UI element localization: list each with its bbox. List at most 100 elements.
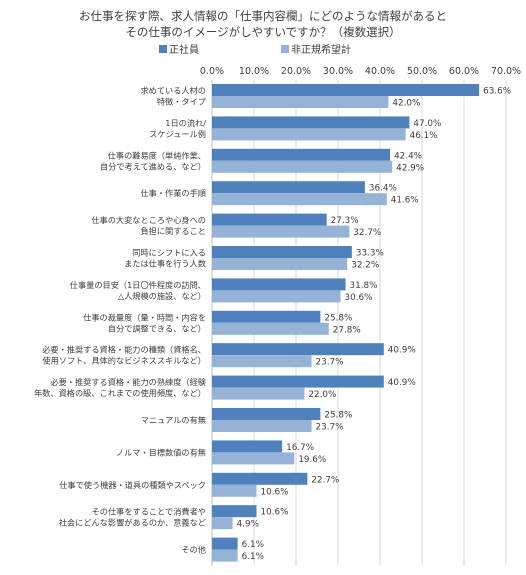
category-label: 社会にどんな影響があるのか、意義など <box>59 518 206 528</box>
bar-series-1 <box>212 181 365 194</box>
bar-series-2 <box>212 225 350 238</box>
value-label: 27.3% <box>331 216 359 226</box>
x-tick-label: 30.0% <box>323 66 353 77</box>
x-tick-label: 20.0% <box>281 66 311 77</box>
value-label: 47.0% <box>413 119 441 129</box>
x-tick-label: 60.0% <box>449 66 479 77</box>
category-label: 使用ソフト、具体的なビジネススキルなど） <box>42 356 206 366</box>
bar-series-2 <box>212 517 233 530</box>
category-label: 自分で考えて進める、など） <box>100 161 206 171</box>
x-tick-label: 70.0% <box>491 66 521 77</box>
category-label: その仕事をすることで消費者や <box>92 507 206 517</box>
legend-swatch-series-1 <box>159 45 167 53</box>
category-label: 必要・推奨する資格・能力の種類（資格名、 <box>42 345 206 355</box>
value-label: 22.0% <box>308 390 336 400</box>
value-label: 6.1% <box>242 540 264 550</box>
legend-swatch-series-2 <box>281 45 289 53</box>
value-label: 30.6% <box>345 293 373 303</box>
bar-series-1 <box>212 148 391 161</box>
category-label: スケジュール例 <box>149 129 206 139</box>
category-label: その他 <box>181 545 206 555</box>
category-label: 同時にシフトに入る <box>132 248 206 258</box>
bar-series-1 <box>212 84 480 96</box>
bar-series-1 <box>212 375 384 388</box>
value-label: 6.1% <box>242 552 264 562</box>
bar-series-1 <box>212 537 238 550</box>
value-label: 23.7% <box>316 358 344 368</box>
category-label: マニュアルの有無 <box>141 415 206 425</box>
value-labels: 63.6% 42.0% 47.0% 46.1% 42.4% 42.9% 36.4% 41.6%… <box>237 87 511 563</box>
bar-series-1 <box>212 408 321 420</box>
category-label: 求めている人材の <box>140 86 206 96</box>
bar-series-2 <box>212 290 341 303</box>
chart-title-line-1: お仕事を探す際、求人情報の「仕事内容欄」にどのような情報があると <box>79 9 447 23</box>
value-label: 23.7% <box>316 423 344 433</box>
x-tick-label: 0.0% <box>200 66 224 77</box>
category-label: 必要・推奨する資格・能力の熟練度（経験 <box>50 377 206 387</box>
value-label: 63.6% <box>483 87 511 97</box>
bar-series-1 <box>212 116 410 129</box>
bar-series-1 <box>212 310 321 323</box>
bar-series-2 <box>212 387 305 400</box>
category-label: 1日の流れ/ <box>165 118 206 128</box>
legend-label-series-1: 正社員 <box>169 43 199 56</box>
x-tick-label: 40.0% <box>365 66 395 77</box>
x-tick-label: 10.0% <box>239 66 269 77</box>
bar-series-2 <box>212 420 312 432</box>
value-label: 31.8% <box>350 281 378 291</box>
x-axis-ticks: 0.0% 10.0% 20.0% 30.0% 40.0% 50.0% 60.0% 70.0% <box>200 66 521 77</box>
value-label: 33.3% <box>356 249 384 259</box>
bar-series-1 <box>212 440 283 453</box>
bar-series-1 <box>212 246 352 258</box>
value-label: 19.6% <box>298 455 326 465</box>
category-label: または仕事を行う人数 <box>124 259 206 269</box>
value-label: 32.7% <box>353 228 381 238</box>
category-label: 仕事の裁量度（量・時間・内容を <box>83 312 206 322</box>
category-label: 仕事で使う機器・道具の種類やスペック <box>59 480 206 490</box>
bar-series-1 <box>212 472 308 485</box>
value-label: 42.0% <box>392 99 420 109</box>
value-label: 10.6% <box>261 508 289 518</box>
value-label: 25.8% <box>324 313 352 323</box>
bar-series-2 <box>212 484 257 497</box>
value-label: 36.4% <box>369 184 397 194</box>
value-label: 25.8% <box>324 411 352 421</box>
value-label: 42.4% <box>394 151 422 161</box>
value-label: 46.1% <box>410 131 438 141</box>
category-label: 仕事の大変なところや心身への <box>91 215 206 225</box>
category-label: 仕事の難易度（単純作業、 <box>108 150 206 160</box>
bar-series-2 <box>212 452 295 465</box>
category-label: ノルマ・目標数値の有無 <box>116 447 206 457</box>
value-label: 27.8% <box>333 325 361 335</box>
category-label: 負担に関すること <box>140 226 206 236</box>
chart-title-line-2: その仕事のイメージがしやすいですか？（複数選択） <box>125 25 400 39</box>
value-label: 16.7% <box>286 443 314 453</box>
bar-series-1 <box>212 213 327 226</box>
value-label: 40.9% <box>388 346 416 356</box>
value-label: 10.6% <box>261 487 289 497</box>
bar-series-2 <box>212 355 312 368</box>
value-label: 42.9% <box>396 163 424 173</box>
bar-series-1 <box>212 343 384 356</box>
value-label: 40.9% <box>388 378 416 388</box>
bar-series-2 <box>212 322 329 335</box>
category-label: 自分で調整できる、など） <box>108 323 206 333</box>
value-label: 41.6% <box>391 196 419 206</box>
value-label: 4.9% <box>237 520 259 530</box>
bar-series-1 <box>212 505 257 518</box>
bar-series-2 <box>212 258 348 270</box>
bar-series-2 <box>212 128 406 141</box>
value-label: 32.2% <box>351 261 379 271</box>
bar-series-2 <box>212 549 238 562</box>
legend-label-series-2: 非正規希望計 <box>291 43 351 56</box>
x-tick-label: 50.0% <box>407 66 437 77</box>
bar-series-2 <box>212 193 387 206</box>
category-label: 特徴・タイプ <box>157 97 207 107</box>
bar-series-1 <box>212 278 346 291</box>
bar-series-2 <box>212 160 393 173</box>
category-label: 仕事量の目安（1日〇件程度の訪問、 <box>70 280 206 290</box>
category-label: △人規模の施設、など） <box>118 291 206 301</box>
category-label: 仕事・作業の手順 <box>140 188 206 198</box>
